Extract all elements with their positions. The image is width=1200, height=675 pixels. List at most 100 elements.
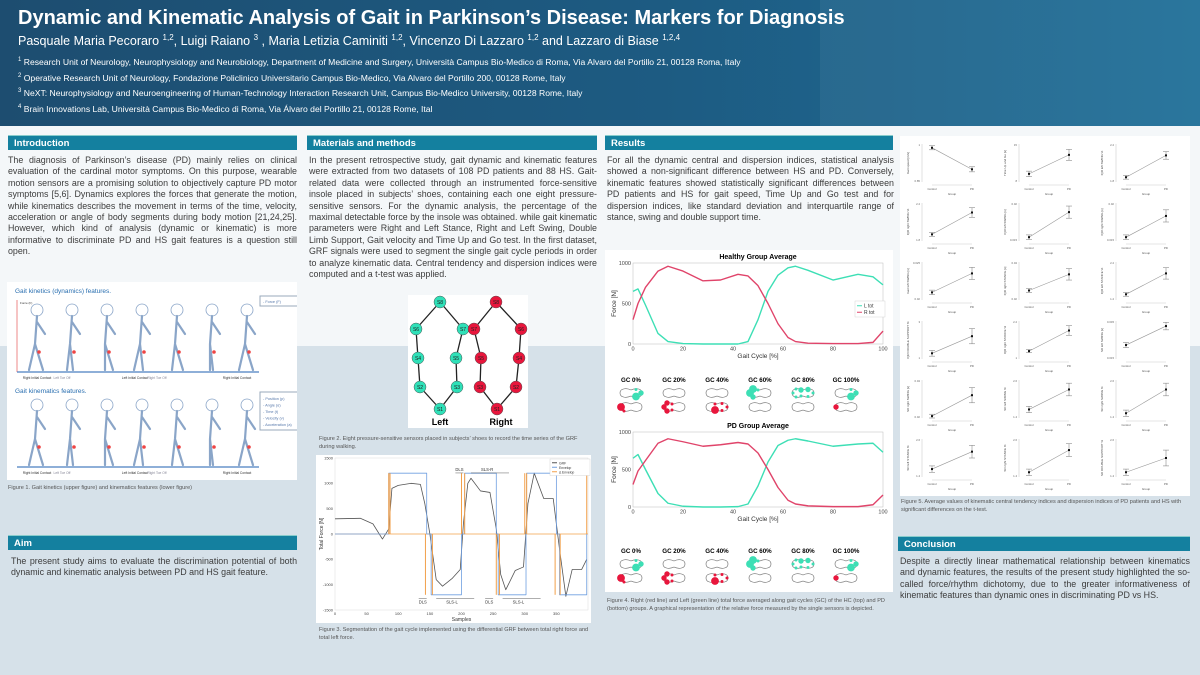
mean-point — [931, 146, 933, 149]
figure-1: Gait kinetics (dynamics) features. Gait k… — [7, 282, 302, 480]
sensor-force-dot — [805, 557, 811, 564]
right-footprint — [705, 573, 729, 585]
sensor-force-dot — [720, 580, 724, 583]
header-accent — [820, 0, 1200, 126]
conclusion-heading: Conclusion — [898, 536, 1190, 551]
gc-label: GC 80% — [791, 377, 815, 384]
sensor-label: S4 — [415, 356, 421, 362]
segment-label: SLS-L — [513, 599, 525, 604]
gait-event-label: Left Initial Contact — [122, 471, 148, 475]
sensor-dot — [449, 351, 463, 365]
x-tick-label: Control — [927, 187, 936, 191]
author-name: Lazzaro di Biase — [566, 34, 663, 49]
sensor-force-dot — [713, 573, 717, 577]
sensor-dot — [433, 402, 447, 416]
author-separator: , — [173, 34, 181, 49]
y-tick-label: 1500 — [324, 455, 334, 460]
sensor-dot — [411, 351, 425, 365]
right-footprint — [791, 573, 815, 583]
x-axis-label: Group — [948, 192, 957, 196]
gait-event-label: Right Toe Off — [147, 376, 166, 380]
y-axis-label: IQR left SWING % — [1100, 150, 1104, 175]
affiliation-text: Operative Research Unit of Neurology, Fo… — [21, 72, 566, 83]
x-axis-label: Group — [948, 310, 957, 314]
y-tick-label: 0.025 — [913, 261, 920, 265]
insole-outline — [834, 402, 858, 412]
plot-frame — [632, 262, 884, 345]
insole-outline — [662, 388, 686, 398]
chart-title: Healthy Group Average — [719, 254, 796, 261]
sensor-force-dot — [749, 385, 757, 393]
x-tick-label: Control — [1121, 482, 1130, 486]
y-tick-label: 1.4 — [1110, 474, 1114, 478]
sensor-force-dot — [847, 392, 855, 401]
series-line-l-tot — [632, 265, 884, 345]
y-tick-label: 1000 — [619, 261, 631, 267]
walker-head — [135, 303, 149, 317]
left-footprint — [746, 556, 772, 571]
gait-event-label: Right Toe Off — [147, 471, 166, 475]
sensor-force-dot — [799, 565, 803, 569]
y-tick-label: 0.02 — [1012, 202, 1018, 206]
sensor-force-dot — [720, 402, 724, 405]
mean-point — [1028, 289, 1030, 292]
x-tick-label: Control — [927, 364, 936, 368]
indices-plot: 15 8 Time Up and Go [s] Control PD Group — [1003, 143, 1072, 196]
mean-point — [931, 415, 933, 418]
results-text: For all the dynamic central and dispersi… — [607, 155, 894, 223]
indices-plot: 1 0.85 Gait speed [m/s] Control PD Group — [906, 143, 975, 196]
walker-figure — [237, 398, 257, 467]
indices-plot: 2.6 1.4 SD right STANCE % Control PD Group — [1003, 438, 1072, 491]
marker-dot — [107, 350, 111, 354]
walker-head — [100, 398, 114, 412]
mean-point — [1165, 325, 1167, 328]
gc-label: GC 20% — [662, 377, 686, 384]
sensor-label: S6 — [518, 327, 524, 333]
y-tick-label: 2.2 — [1110, 143, 1114, 147]
x-axis-label: Group — [1045, 251, 1054, 255]
sensor-force-dot — [849, 559, 853, 562]
x-tick-label: 0 — [334, 611, 337, 616]
y-axis-label: Total Force [N] — [319, 517, 325, 550]
sensor-force-dot — [720, 409, 724, 412]
sensor-dot — [512, 351, 526, 365]
sensor-dot — [413, 380, 427, 394]
y-tick-label: 2.2 — [916, 202, 920, 206]
results-heading: Results — [605, 135, 893, 150]
marker-dot — [142, 445, 146, 449]
author-list: Pasquale Maria Pecoraro 1,2, Luigi Raian… — [18, 33, 680, 48]
x-tick-label: 80 — [830, 347, 836, 353]
x-tick-label: PD — [1067, 246, 1071, 250]
author-affiliation-mark: 1,2,4 — [662, 33, 681, 42]
x-tick-label: Control — [1121, 305, 1130, 309]
x-axis-label: Group — [1142, 369, 1151, 373]
y-axis-label: SD right SWING % — [1100, 386, 1104, 412]
sensor-force-dot — [632, 392, 640, 401]
x-axis-label: Group — [1142, 192, 1151, 196]
right-footprint — [617, 573, 643, 584]
x-tick-label: PD — [1067, 187, 1071, 191]
sensor-dot — [514, 322, 528, 336]
x-tick-label: 80 — [830, 510, 836, 516]
mean-point — [1125, 412, 1127, 415]
legend-label: L tot — [864, 303, 874, 309]
y-axis-label: IQR left STANCE % — [1100, 267, 1104, 294]
marker-dot — [37, 350, 41, 354]
walker-head — [205, 398, 219, 412]
sensor-label: S3 — [454, 385, 460, 391]
sensor-force-dot — [720, 573, 724, 576]
sensor-force-dot — [713, 402, 717, 406]
x-axis-label: Group — [1142, 310, 1151, 314]
segment-label: DLS — [455, 467, 463, 472]
right-footprint — [833, 573, 858, 583]
x-tick-label: PD — [1067, 305, 1071, 309]
indices-plot: 0.04 0.02 IQR right STANCE [s] Control PD Gro… — [1003, 261, 1072, 314]
affiliation-text: Brain Innovations Lab, Università Campus… — [21, 103, 433, 114]
mean-point — [1068, 449, 1070, 452]
sensor-dot — [474, 351, 488, 365]
sensor-dot — [450, 380, 464, 394]
indices-plot: 2.6 1.4 SD DOUBLE SUPPORT % Control PD Group — [1100, 438, 1169, 491]
insole-outline — [662, 573, 686, 583]
gc-label: GC 60% — [748, 377, 772, 384]
